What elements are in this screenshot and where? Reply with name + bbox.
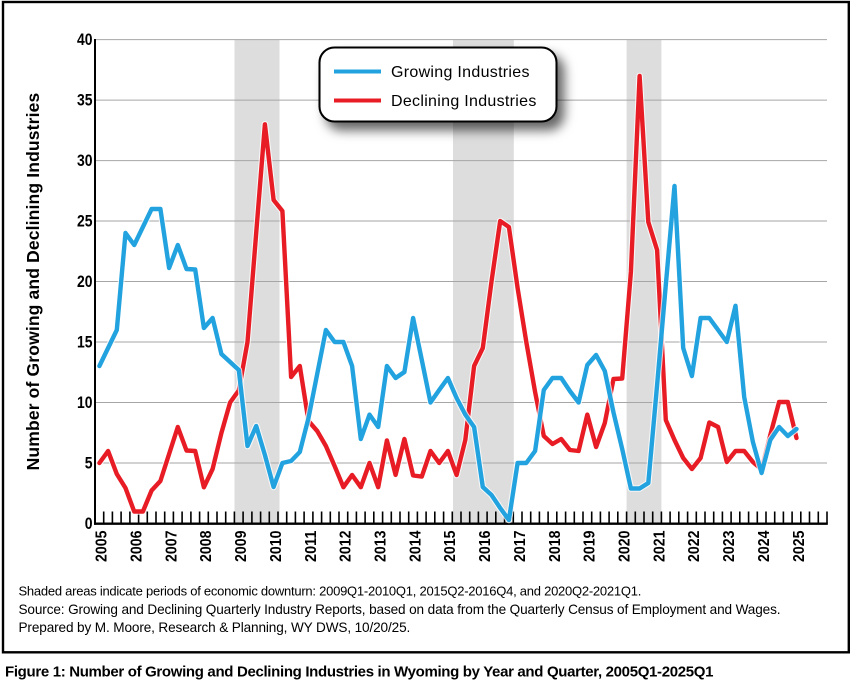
svg-text:2022: 2022 [686,531,703,563]
svg-text:2021: 2021 [651,530,668,562]
svg-text:5: 5 [85,453,93,472]
svg-text:35: 35 [77,90,93,109]
svg-text:2012: 2012 [338,531,355,563]
svg-text:25: 25 [77,211,93,230]
svg-text:0: 0 [85,514,93,533]
svg-text:2005: 2005 [94,530,111,562]
svg-text:2008: 2008 [198,530,215,562]
svg-text:2006: 2006 [129,530,146,562]
svg-text:2016: 2016 [477,530,494,562]
svg-text:2019: 2019 [582,530,599,562]
svg-text:Prepared by M. Moore, Research: Prepared by M. Moore, Research & Plannin… [19,620,411,635]
svg-text:Number of Growing and Declinin: Number of Growing and Declining Industri… [23,93,43,471]
svg-text:2007: 2007 [163,531,180,563]
svg-text:Source: Growing and Declining: Source: Growing and Declining Quarterly … [19,602,781,617]
svg-text:40: 40 [77,30,93,49]
svg-text:2013: 2013 [373,530,390,562]
svg-text:2010: 2010 [268,531,285,563]
svg-text:Figure 1: Number of Growing an: Figure 1: Number of Growing and Declinin… [5,664,713,681]
svg-text:2011: 2011 [303,530,320,562]
svg-text:15: 15 [77,332,93,351]
svg-text:30: 30 [77,151,93,170]
svg-text:Growing Industries: Growing Industries [391,64,530,81]
svg-text:2009: 2009 [233,530,250,562]
svg-text:2020: 2020 [617,531,634,563]
svg-text:2023: 2023 [721,530,738,562]
svg-text:20: 20 [77,272,93,291]
svg-text:10: 10 [77,393,93,412]
svg-text:2018: 2018 [547,530,564,562]
svg-text:2017: 2017 [512,531,529,563]
svg-text:2015: 2015 [442,530,459,562]
svg-text:Shaded areas indicate periods: Shaded areas indicate periods of economi… [19,583,642,598]
svg-text:2025: 2025 [791,530,808,562]
svg-text:2024: 2024 [756,530,773,562]
svg-text:2014: 2014 [407,530,424,562]
svg-text:Declining Industries: Declining Industries [391,93,537,110]
